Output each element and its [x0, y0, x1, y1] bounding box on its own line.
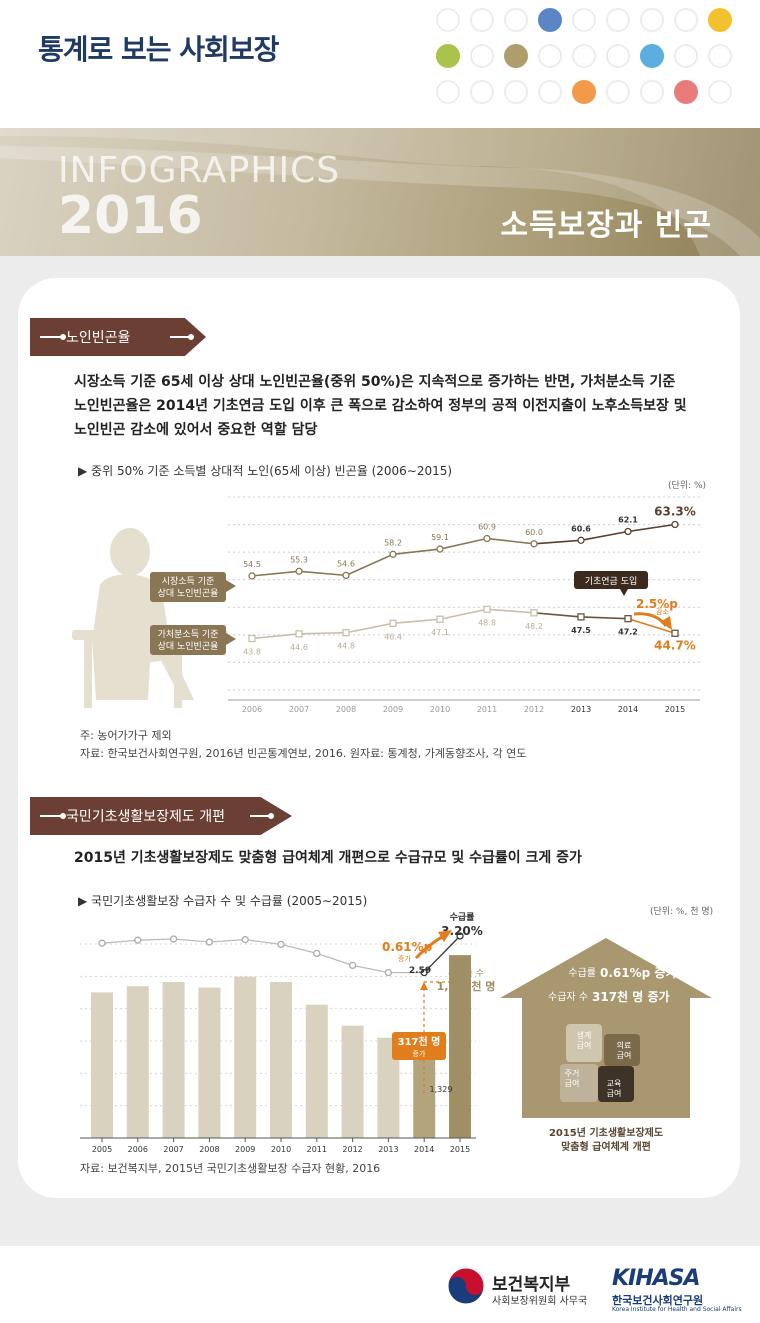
decorative-dot	[640, 80, 664, 104]
decorative-dot	[708, 80, 732, 104]
section1-chart-title: ▶ 중위 50% 기준 소득별 상대적 노인(65세 이상) 빈곤율 (2006…	[78, 464, 453, 478]
decorative-dot	[674, 80, 698, 104]
decorative-dot	[470, 44, 494, 68]
decorative-dot	[606, 8, 630, 32]
section2-unit: (단위: %, 천 명)	[650, 907, 714, 917]
section2-chart-title: ▶ 국민기초생활보장 수급자 수 및 수급률 (2005∼2015)	[78, 894, 368, 908]
decorative-dot	[538, 80, 562, 104]
ribbon-line-right	[170, 336, 190, 338]
banner-year: 2016	[58, 186, 203, 246]
ribbon-line-left	[40, 336, 60, 338]
kihasa-name: 한국보건사회연구원	[612, 1294, 704, 1307]
decorative-dot	[640, 44, 664, 68]
decorative-dot	[538, 8, 562, 32]
section1-ribbon: 노인빈곤율	[30, 318, 206, 356]
banner-wave-decoration	[0, 128, 760, 256]
mohw-sub: 사회보장위원회 사무국	[492, 1296, 588, 1307]
kihasa-logo: KIHASA	[612, 1266, 701, 1291]
decorative-dot	[572, 44, 596, 68]
ribbon-knob	[60, 813, 66, 819]
section1-note: 주: 농어가가구 제외	[80, 729, 172, 742]
decorative-dot	[470, 80, 494, 104]
mohw-name: 보건복지부	[492, 1275, 571, 1295]
banner-infographics: INFOGRAPHICS	[58, 150, 341, 191]
decorative-dot	[674, 8, 698, 32]
section2-ribbon-label: 국민기초생활보장제도 개편	[66, 809, 226, 825]
section1-paragraph-line: 노인빈곤 감소에 있어서 중요한 역할 담당	[74, 422, 318, 438]
decorative-dot	[708, 8, 732, 32]
decorative-dot	[504, 44, 528, 68]
page-title: 통계로 보는 사회보장	[38, 33, 279, 66]
decorative-dot	[538, 44, 562, 68]
section1-ribbon-label: 노인빈곤율	[66, 330, 131, 346]
section1-paragraph: 시장소득 기준 65세 이상 상대 노인빈곤율(중위 50%)은 지속적으로 증…	[74, 370, 704, 442]
decorative-dot	[436, 80, 460, 104]
ribbon-knob	[268, 813, 274, 819]
decorative-dot	[606, 44, 630, 68]
decorative-dot	[470, 8, 494, 32]
mohw-taegeuk-icon	[447, 1267, 485, 1305]
section1-source: 자료: 한국보건사회연구원, 2016년 빈곤통계연보, 2016. 원자료: …	[80, 747, 527, 760]
decorative-dot	[572, 8, 596, 32]
banner	[0, 128, 760, 256]
decorative-dot	[674, 44, 698, 68]
ribbon-line-right	[250, 815, 270, 817]
decorative-dot	[436, 44, 460, 68]
decorative-dot	[504, 80, 528, 104]
banner-topic: 소득보장과 빈곤	[500, 208, 712, 243]
decorative-dot	[708, 44, 732, 68]
header: 통계로 보는 사회보장	[0, 0, 760, 128]
kihasa-english: Korea Institute for Health and Social Af…	[612, 1306, 742, 1313]
section2-ribbon: 국민기초생활보장제도 개편	[30, 797, 292, 835]
footer	[0, 1246, 760, 1323]
section1-paragraph-line: 시장소득 기준 65세 이상 상대 노인빈곤율(중위 50%)은 지속적으로 증…	[74, 374, 676, 390]
decorative-dot	[436, 8, 460, 32]
ribbon-knob	[188, 334, 194, 340]
decorative-dot	[640, 8, 664, 32]
ribbon-line-left	[40, 815, 60, 817]
decorative-dot	[504, 8, 528, 32]
section1-unit: (단위: %)	[668, 481, 707, 491]
section1-paragraph-line: 노인빈곤율은 2014년 기초연금 도입 이후 큰 폭으로 감소하여 정부의 공…	[74, 398, 687, 414]
section2-source: 자료: 보건복지부, 2015년 국민기초생활보장 수급자 현황, 2016	[80, 1162, 381, 1175]
decorative-dot	[572, 80, 596, 104]
section2-paragraph: 2015년 기초생활보장제도 맞춤형 급여체계 개편으로 수급규모 및 수급률이…	[74, 850, 582, 866]
ribbon-knob	[60, 334, 66, 340]
decorative-dot	[606, 80, 630, 104]
